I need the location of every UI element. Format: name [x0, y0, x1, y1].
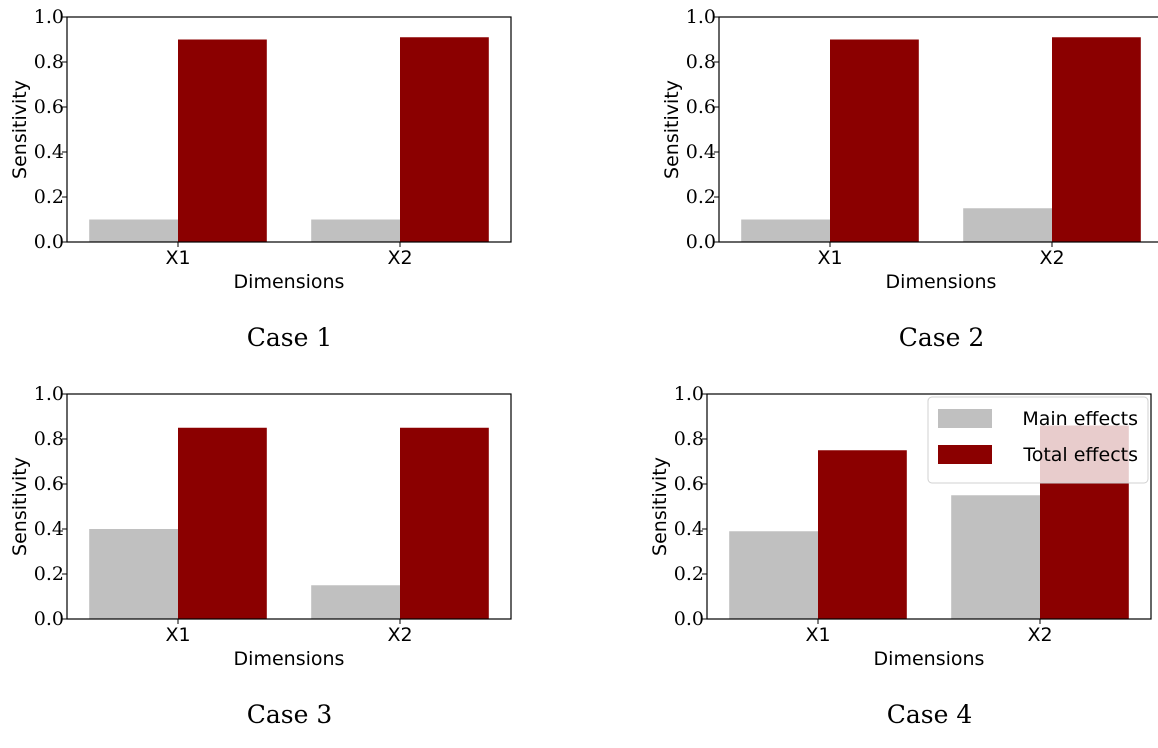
main-effects-bar-x2: [951, 495, 1040, 619]
y-tick-label: 1.0: [34, 383, 64, 405]
y-tick-label: 0.0: [686, 231, 716, 253]
main-effects-bar-x1: [89, 529, 178, 619]
x-tick-label: X1: [817, 247, 842, 269]
y-tick-label: 1.0: [674, 383, 704, 405]
chart-svg: X1 X2 0.0 0.2 0.4 0.6 0.8 1.0 Dimensions Sensitiv…: [9, 383, 512, 670]
y-tick-label: 1.0: [686, 6, 716, 28]
y-tick-label: 0.8: [674, 428, 704, 450]
x-tick-label: X2: [387, 624, 412, 646]
legend-swatch: [938, 409, 992, 428]
y-tick-label: 0.8: [34, 51, 64, 73]
x-axis-label: Dimensions: [234, 648, 345, 670]
total-effects-bar-x1: [818, 450, 907, 619]
y-tick-label: 1.0: [34, 6, 64, 28]
panel-caption: Case 1: [246, 323, 333, 352]
x-tick-label: X2: [1039, 247, 1064, 269]
x-tick-label: X1: [165, 624, 190, 646]
chart-svg: X1 X2 0.0 0.2 0.4 0.6 0.8 1.0 Dimensions Sensitiv…: [661, 6, 1158, 293]
total-effects-bar-x2: [400, 427, 489, 619]
axes-frame: [718, 16, 1158, 243]
total-effects-bar-x1: [830, 39, 919, 242]
y-tick-label: 0.2: [34, 563, 64, 585]
y-tick-label: 0.6: [674, 473, 704, 495]
total-effects-bar-x1: [178, 427, 267, 619]
main-effects-bar-x2: [963, 208, 1052, 242]
y-axis-label: Sensitivity: [9, 80, 31, 179]
y-tick-label: 0.4: [686, 141, 716, 163]
x-axis-label: Dimensions: [886, 271, 997, 293]
y-tick-label: 0.8: [686, 51, 716, 73]
y-tick-label: 0.6: [686, 96, 716, 118]
y-tick-label: 0.2: [686, 186, 716, 208]
legend-swatch: [938, 445, 992, 464]
x-axis-label: Dimensions: [234, 271, 345, 293]
y-tick-label: 0.4: [34, 518, 64, 540]
y-tick-label: 0.8: [34, 428, 64, 450]
chart-svg: X1 X2 0.0 0.2 0.4 0.6 0.8 1.0 Dimensions Sensitiv…: [9, 6, 512, 293]
y-axis-label: Sensitivity: [661, 80, 683, 179]
y-axis-label: Sensitivity: [649, 457, 671, 556]
y-tick-label: 0.0: [674, 608, 704, 630]
legend-label: Main effects: [1022, 408, 1138, 430]
y-tick-label: 0.4: [674, 518, 704, 540]
axes-frame: [66, 16, 512, 243]
total-effects-bar-x2: [1052, 37, 1141, 242]
main-effects-bar-x1: [729, 531, 818, 619]
x-tick-label: X1: [805, 624, 830, 646]
axes-frame: [66, 393, 512, 620]
main-effects-bar-x2: [311, 585, 400, 619]
legend-label: Total effects: [1022, 444, 1138, 466]
main-effects-bar-x2: [311, 219, 400, 242]
chart-panel-1: X1 X2 0.0 0.2 0.4 0.6 0.8 1.0 Dimensions Sensitiv…: [0, 0, 579, 371]
y-tick-label: 0.0: [34, 231, 64, 253]
y-tick-label: 0.0: [34, 608, 64, 630]
x-tick-label: X2: [387, 247, 412, 269]
x-tick-label: X2: [1027, 624, 1052, 646]
y-tick-label: 0.4: [34, 141, 64, 163]
chart-panel-3: X1 X2 0.0 0.2 0.4 0.6 0.8 1.0 Dimensions Sensitiv…: [0, 377, 579, 748]
x-axis-label: Dimensions: [874, 648, 985, 670]
axes-frame: [706, 393, 1152, 620]
y-axis-label: Sensitivity: [9, 457, 31, 556]
total-effects-bar-x2: [400, 37, 489, 242]
y-tick-label: 0.6: [34, 473, 64, 495]
total-effects-bar-x1: [178, 39, 267, 242]
y-tick-label: 0.2: [34, 186, 64, 208]
panel-caption: Case 4: [886, 700, 973, 729]
panel-caption: Case 3: [246, 700, 333, 729]
main-effects-bar-x1: [89, 219, 178, 242]
y-tick-label: 0.2: [674, 563, 704, 585]
panel-caption: Case 2: [898, 323, 985, 352]
chart-panel-4: X1 X2 0.0 0.2 0.4 0.6 0.8 1.0 Dimensions Sensitiv…: [640, 377, 1158, 748]
x-tick-label: X1: [165, 247, 190, 269]
y-tick-label: 0.6: [34, 96, 64, 118]
main-effects-bar-x1: [741, 219, 830, 242]
chart-panel-2: X1 X2 0.0 0.2 0.4 0.6 0.8 1.0 Dimensions Sensitiv…: [652, 0, 1158, 371]
chart-svg: X1 X2 0.0 0.2 0.4 0.6 0.8 1.0 Dimensions Sensitiv…: [649, 383, 1152, 670]
